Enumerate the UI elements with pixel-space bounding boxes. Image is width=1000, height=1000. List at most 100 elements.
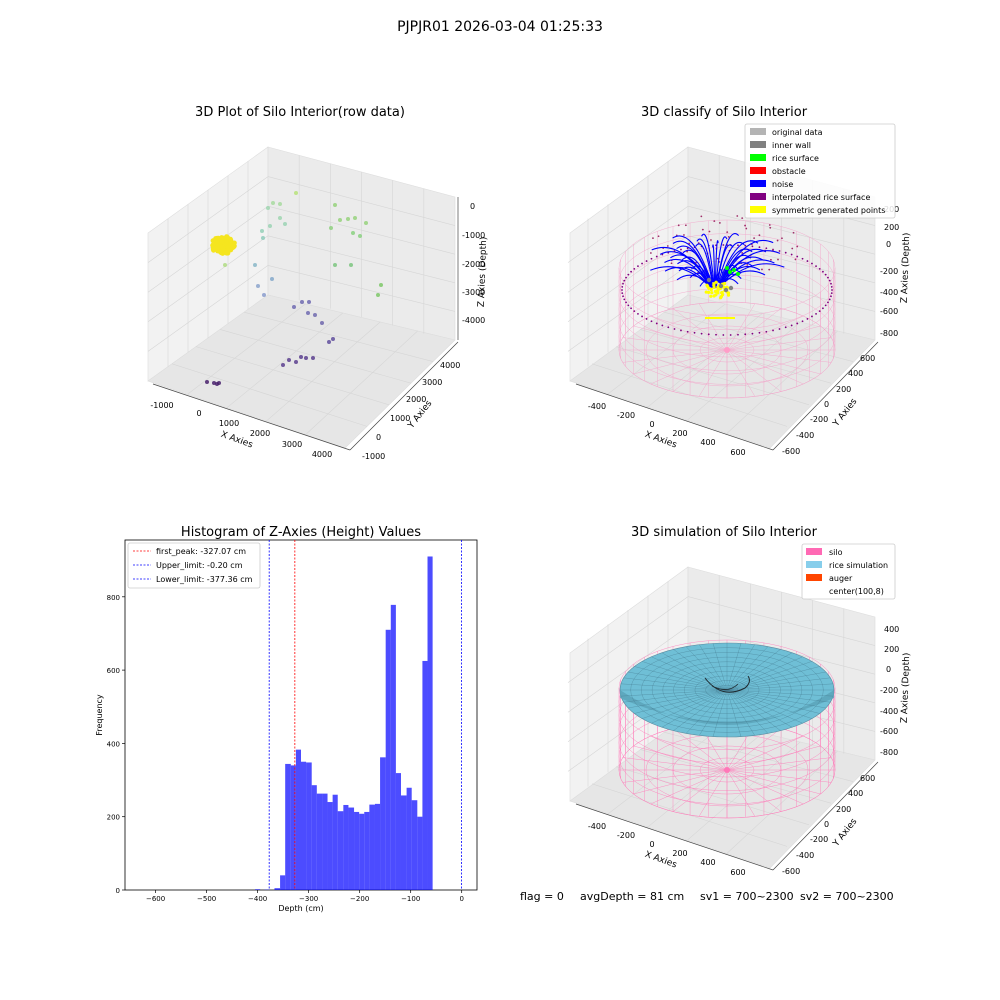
classify-ytick: -600	[782, 447, 800, 456]
silo-floor-spoke	[672, 728, 728, 771]
silo-floor-spoke	[726, 315, 804, 351]
legend-label: rice simulation	[829, 561, 888, 570]
raw-y-axis	[349, 341, 459, 451]
silo-floor-spoke	[726, 745, 821, 771]
silo-floor-spoke	[726, 337, 832, 351]
simulation-ytick: -600	[782, 867, 800, 876]
classify-ztick: 200	[884, 223, 899, 232]
interpolated-point	[652, 237, 654, 240]
legend-frame	[744, 123, 896, 219]
rice-mesh-spoke	[726, 683, 834, 691]
simulation-ytick: 400	[848, 789, 863, 798]
histogram-x-ticks: −600 −500 −400 −300 −200 −100 0	[146, 890, 464, 903]
raw-ytick: -1000	[362, 452, 385, 461]
histogram-bar	[417, 816, 423, 890]
interpolated-point	[790, 324, 793, 327]
inner-wall-point	[706, 277, 712, 283]
legend-swatch	[750, 180, 766, 187]
rice-mesh-spoke	[726, 661, 812, 691]
grid-line	[187, 303, 306, 395]
simulation-xtick: 400	[700, 858, 715, 867]
classify-xtick: 600	[730, 448, 745, 457]
classify-y-axis	[772, 341, 879, 451]
simulation-ytick: 200	[836, 805, 851, 814]
interpolated-point	[637, 312, 639, 315]
legend-swatch	[806, 548, 822, 555]
noise-strand	[714, 240, 719, 283]
simulation-panel-title: 3D simulation of Silo Interior	[631, 525, 818, 540]
symmetric-point	[716, 285, 720, 289]
status-flag: flag = 0	[520, 890, 564, 903]
raw-cluster-point	[225, 234, 230, 240]
grid-line	[687, 235, 876, 284]
raw-cluster-point	[224, 238, 230, 244]
grid-line	[567, 596, 689, 683]
interpolated-point	[708, 230, 711, 233]
interpolated-point	[633, 310, 636, 313]
classify-ytick: 400	[848, 369, 863, 378]
rice-mesh-spoke	[699, 689, 728, 736]
rice-mesh-spoke	[699, 644, 728, 691]
raw-xtick: 3000	[282, 440, 302, 449]
raw-data-point	[300, 300, 304, 304]
raw-cluster-point	[221, 236, 227, 241]
legend-label: rice surface	[772, 154, 819, 163]
legend-label: auger	[829, 574, 853, 583]
classify-ytick: 600	[860, 354, 875, 363]
status-avg-depth: avgDepth = 81 cm	[580, 890, 684, 903]
interpolated-point	[806, 318, 809, 320]
classify-ytick: -200	[810, 415, 828, 424]
silo-floor-spoke	[622, 757, 728, 771]
interpolated-point	[686, 247, 689, 250]
grid-line	[615, 346, 810, 406]
noise-strand	[676, 245, 711, 284]
silo-floor-spoke	[726, 769, 782, 812]
interpolated-point	[722, 334, 725, 336]
interpolated-point	[722, 244, 725, 246]
histogram-bar	[400, 795, 407, 890]
histogram-bar	[285, 763, 291, 890]
interpolated-point	[737, 244, 739, 247]
y-tick-label: 600	[107, 667, 120, 675]
noise-strand	[718, 240, 759, 284]
interpolated-point	[778, 250, 781, 252]
raw-data-point	[353, 216, 357, 220]
raw-data-point	[327, 340, 331, 344]
rice-mesh-spoke	[673, 649, 728, 691]
grid-line	[147, 205, 269, 293]
raw-zlabel: Z Axies (Depth)	[477, 237, 489, 308]
interpolated-point	[621, 289, 623, 291]
silo-floor-spoke	[698, 349, 728, 397]
rice-mesh-spoke	[726, 689, 812, 719]
status-sv1: sv1 = 700~2300	[700, 890, 794, 903]
raw-cluster-point	[224, 250, 229, 256]
raw-data-point	[253, 263, 257, 267]
interpolated-point	[621, 285, 624, 288]
interpolated-point	[744, 224, 746, 227]
raw-data-point	[261, 236, 265, 240]
interpolated-point	[670, 262, 673, 265]
classify-ztick: -600	[880, 307, 898, 316]
grid-line	[567, 265, 689, 352]
x-tick-label: −500	[197, 895, 216, 903]
simulation-xtick: -400	[588, 822, 606, 831]
raw-data-point	[205, 380, 209, 384]
simulation-ztick: -800	[880, 748, 898, 757]
histogram-bar	[274, 888, 281, 890]
noise-strand	[664, 258, 710, 286]
grid-line	[267, 176, 456, 226]
rice-mesh-spoke	[726, 689, 834, 697]
rice-mesh-spoke	[726, 689, 826, 709]
interpolated-point	[765, 247, 768, 250]
rice-mesh-spoke	[726, 689, 742, 737]
histogram-reference-lines	[268, 540, 462, 890]
legend-label: center(100,8)	[829, 587, 884, 596]
y-tick-label: 800	[107, 594, 120, 602]
noise-strand	[672, 240, 712, 283]
interpolated-point	[768, 224, 771, 226]
interpolated-point	[645, 318, 648, 320]
histogram-bar	[354, 811, 360, 890]
classify-ytick: 0	[824, 400, 829, 409]
rice-mesh-spoke	[620, 683, 728, 691]
noise-strand	[696, 238, 714, 283]
